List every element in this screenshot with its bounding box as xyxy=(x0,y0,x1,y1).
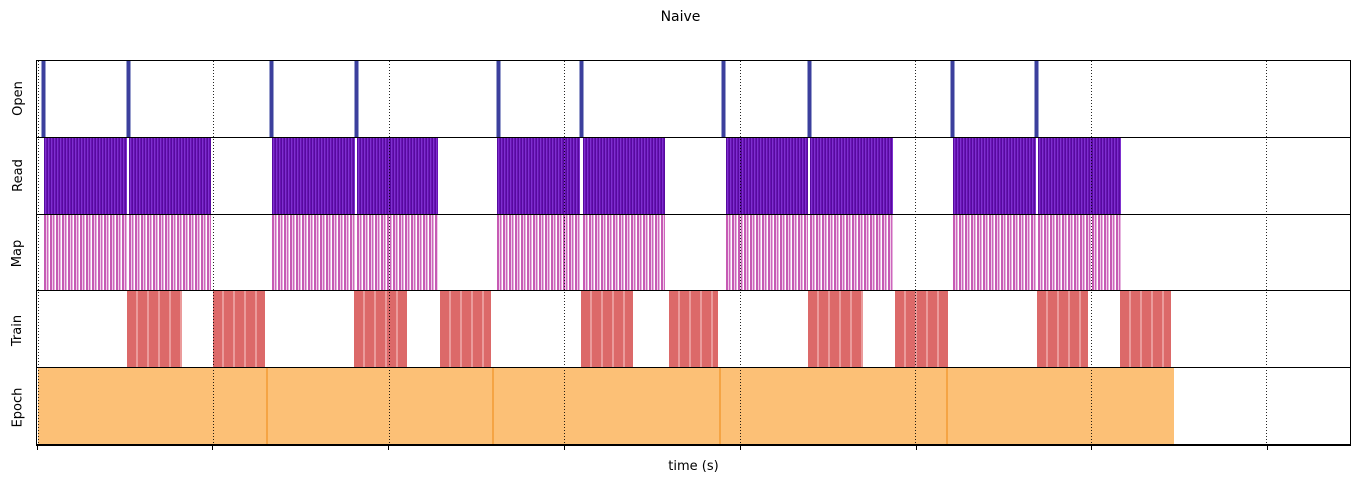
row-label-open: Open xyxy=(0,60,36,137)
train-interval-bar xyxy=(440,291,492,368)
map-interval-bar xyxy=(725,214,808,291)
read-interval-bar xyxy=(272,137,355,214)
read-interval-bar xyxy=(497,137,581,214)
x-tick xyxy=(212,446,214,450)
epoch-interval-bar xyxy=(265,368,493,444)
x-tick xyxy=(36,446,38,450)
x-axis-ticks xyxy=(36,446,1351,452)
row-label-epoch: Epoch xyxy=(0,369,36,446)
plot-area xyxy=(36,60,1351,446)
track-row-epoch xyxy=(37,368,1350,445)
row-label-text: Train xyxy=(10,314,26,346)
open-event-marker xyxy=(269,61,275,137)
read-interval-bar xyxy=(952,137,1036,214)
track-row-read xyxy=(37,137,1350,215)
train-interval-bar xyxy=(126,291,182,368)
read-interval-bar xyxy=(582,137,665,214)
track-row-train xyxy=(37,291,1350,369)
x-tick xyxy=(564,446,565,450)
read-interval-bar xyxy=(129,137,212,214)
open-event-marker xyxy=(41,61,47,137)
open-event-marker xyxy=(495,61,501,137)
epoch-interval-bar xyxy=(945,368,1175,444)
row-label-map: Map xyxy=(0,214,36,291)
open-event-marker xyxy=(125,61,131,137)
row-label-text: Map xyxy=(10,239,26,267)
row-label-text: Epoch xyxy=(10,387,26,428)
read-interval-bar xyxy=(725,137,808,214)
open-event-marker xyxy=(1034,61,1040,137)
train-interval-bar xyxy=(581,291,633,368)
map-interval-bar xyxy=(1037,214,1122,291)
epoch-interval-bar xyxy=(37,368,266,444)
x-tick xyxy=(915,446,917,450)
train-interval-bar xyxy=(1120,291,1172,368)
track-row-map xyxy=(37,214,1350,292)
epoch-interval-bar xyxy=(719,368,946,444)
train-interval-bar xyxy=(1037,291,1089,368)
map-interval-bar xyxy=(43,214,128,291)
map-interval-bar xyxy=(129,214,212,291)
x-axis-label: time (s) xyxy=(668,459,719,474)
epoch-interval-bar xyxy=(492,368,720,444)
open-event-marker xyxy=(578,61,584,137)
read-interval-bar xyxy=(43,137,128,214)
row-label-text: Read xyxy=(10,159,26,193)
row-labels-column: Open Read Map Train Epoch xyxy=(0,60,36,446)
open-event-marker xyxy=(720,61,726,137)
map-interval-bar xyxy=(497,214,581,291)
map-interval-bar xyxy=(810,214,894,291)
train-interval-bar xyxy=(807,291,863,368)
x-tick xyxy=(1091,446,1093,450)
map-interval-bar xyxy=(272,214,355,291)
chart-title: Naive xyxy=(660,9,701,25)
row-label-train: Train xyxy=(0,292,36,369)
read-interval-bar xyxy=(810,137,894,214)
open-event-marker xyxy=(949,61,955,137)
x-tick xyxy=(388,446,390,450)
map-interval-bar xyxy=(952,214,1036,291)
read-interval-bar xyxy=(1037,137,1122,214)
read-interval-bar xyxy=(357,137,438,214)
train-interval-bar xyxy=(894,291,948,368)
train-interval-bar xyxy=(354,291,408,368)
train-interval-bar xyxy=(212,291,265,368)
row-label-text: Open xyxy=(10,81,26,116)
track-row-open xyxy=(37,61,1350,138)
map-interval-bar xyxy=(357,214,438,291)
row-label-read: Read xyxy=(0,137,36,214)
train-interval-bar xyxy=(669,291,718,368)
open-event-marker xyxy=(353,61,359,137)
x-tick xyxy=(739,446,741,450)
open-event-marker xyxy=(806,61,812,137)
map-interval-bar xyxy=(582,214,665,291)
x-tick xyxy=(1267,446,1269,450)
